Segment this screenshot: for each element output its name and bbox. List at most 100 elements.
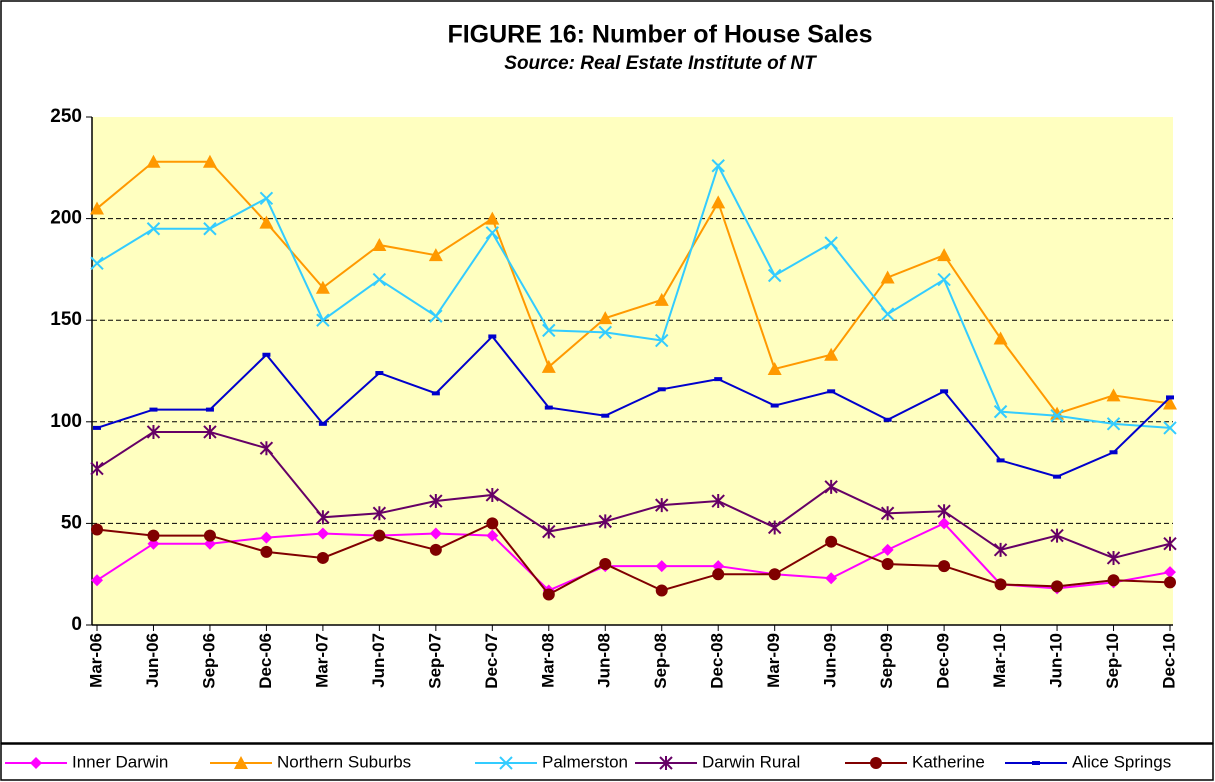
marker	[599, 558, 612, 571]
marker	[373, 529, 386, 542]
marker	[429, 494, 443, 509]
marker	[486, 529, 499, 542]
marker	[544, 405, 553, 410]
marker	[937, 504, 951, 519]
x-tick-label: Sep-09	[877, 633, 896, 689]
marker	[149, 407, 158, 412]
legend-label: Alice Springs	[1072, 752, 1171, 771]
marker	[767, 361, 782, 375]
x-tick-label: Sep-08	[651, 633, 670, 689]
marker	[202, 154, 217, 168]
marker	[655, 333, 669, 348]
marker	[90, 201, 104, 215]
marker	[205, 407, 214, 412]
marker	[1053, 474, 1062, 479]
marker	[1032, 761, 1040, 765]
x-tick-label: Mar-10	[990, 633, 1009, 688]
marker	[1166, 395, 1174, 400]
marker	[91, 574, 103, 587]
marker	[146, 154, 161, 168]
marker	[30, 757, 42, 769]
marker	[654, 292, 669, 306]
marker	[541, 359, 556, 373]
legend-label: Darwin Rural	[702, 752, 800, 771]
marker	[1163, 536, 1177, 551]
marker	[203, 222, 217, 236]
marker	[542, 588, 555, 601]
marker	[428, 248, 443, 262]
marker	[260, 545, 273, 558]
marker	[993, 331, 1008, 345]
plot-area	[92, 117, 1173, 625]
marker	[488, 334, 497, 339]
marker	[259, 215, 274, 229]
marker	[375, 371, 384, 376]
marker	[655, 498, 669, 513]
marker	[1106, 550, 1121, 565]
marker	[1107, 574, 1120, 587]
marker	[825, 572, 838, 585]
x-tick-label: Jun-10	[1047, 633, 1066, 688]
marker	[1164, 566, 1176, 579]
x-tick-label: Mar-07	[312, 633, 331, 688]
marker	[203, 424, 217, 439]
marker	[316, 551, 329, 564]
marker	[499, 756, 513, 770]
marker	[824, 479, 838, 494]
marker	[542, 524, 556, 539]
x-tick-label: Jun-08	[595, 633, 614, 688]
marker	[1164, 576, 1176, 589]
x-tick-label: Dec-08	[708, 633, 727, 689]
marker	[146, 424, 161, 439]
marker	[93, 425, 101, 430]
marker	[315, 280, 330, 294]
y-tick-label: 0	[71, 614, 82, 635]
legend-label: Northern Suburbs	[277, 752, 411, 771]
marker	[938, 560, 951, 573]
marker	[203, 529, 216, 542]
marker	[870, 757, 882, 769]
series-line	[96, 160, 1171, 415]
marker	[1163, 421, 1177, 435]
marker	[372, 272, 387, 287]
marker	[429, 309, 443, 323]
x-tick-label: Dec-07	[482, 633, 501, 689]
y-tick-label: 100	[50, 411, 82, 432]
marker	[655, 560, 668, 573]
marker	[1163, 396, 1177, 410]
marker	[1050, 408, 1064, 423]
marker	[655, 584, 668, 597]
marker	[598, 514, 612, 529]
marker	[259, 191, 274, 205]
marker	[938, 517, 951, 530]
marker	[993, 542, 1008, 557]
marker	[318, 421, 327, 426]
x-tick-label: Mar-08	[538, 633, 557, 688]
x-tick-label: Mar-06	[86, 633, 105, 688]
x-tick-label: Mar-09	[764, 633, 783, 688]
marker	[768, 568, 781, 581]
marker	[824, 347, 839, 361]
series-line	[96, 334, 1171, 478]
marker	[937, 248, 952, 262]
marker	[993, 404, 1008, 419]
series-line	[96, 522, 1171, 596]
marker	[485, 211, 500, 225]
marker	[883, 417, 892, 422]
x-tick-label: Sep-07	[425, 633, 444, 689]
marker	[372, 506, 387, 521]
marker	[486, 517, 499, 530]
marker	[1051, 580, 1064, 593]
marker	[146, 222, 161, 236]
marker	[316, 527, 329, 540]
marker	[91, 523, 103, 536]
marker	[711, 195, 726, 209]
marker	[598, 325, 612, 340]
marker	[429, 543, 442, 556]
marker	[372, 238, 387, 252]
marker	[1106, 388, 1121, 402]
marker	[881, 558, 894, 571]
marker	[147, 529, 160, 542]
marker	[825, 535, 838, 548]
marker	[711, 159, 725, 173]
